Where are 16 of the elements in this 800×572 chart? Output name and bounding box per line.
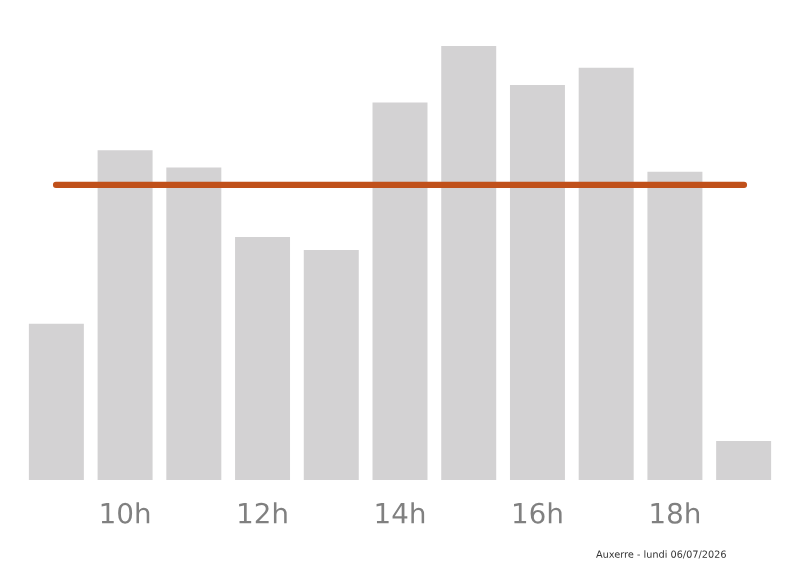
- bar: [166, 167, 222, 480]
- bar: [578, 67, 634, 480]
- bar: [235, 236, 291, 480]
- bar: [97, 150, 153, 480]
- bar: [372, 102, 428, 480]
- bar: [647, 171, 703, 480]
- x-tick-label: 18h: [651, 502, 700, 524]
- x-tick-label: 14h: [376, 502, 425, 524]
- bar: [441, 46, 497, 480]
- x-tick-label: 12h: [239, 502, 287, 524]
- bar: [509, 85, 565, 480]
- bar: [716, 440, 772, 480]
- x-tick-label: 10h: [101, 502, 150, 524]
- bar: [303, 249, 359, 480]
- bar: [28, 323, 84, 480]
- x-tick-label: 16h: [514, 502, 562, 524]
